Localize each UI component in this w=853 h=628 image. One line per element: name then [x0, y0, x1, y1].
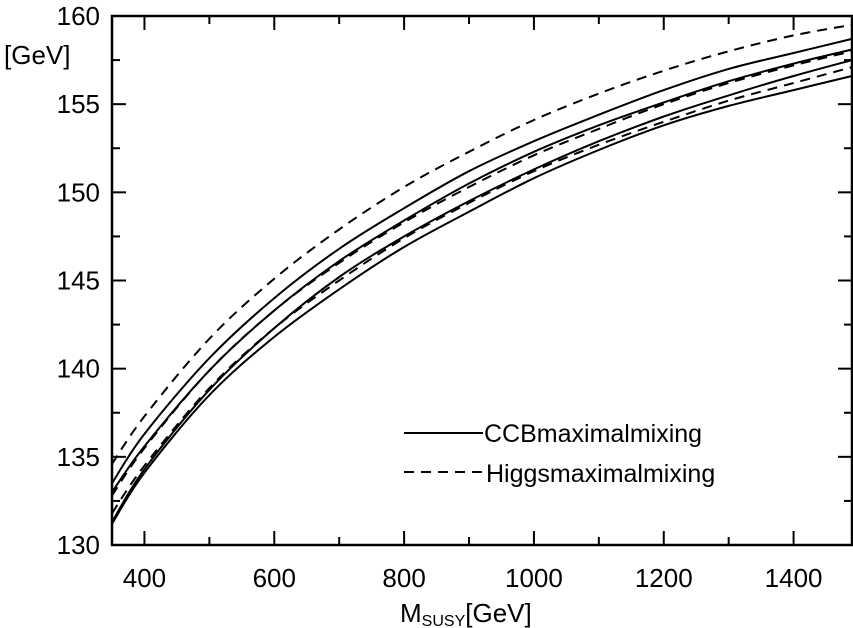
- legend: CCBmaximalmixing Higgsmaximalmixing: [404, 420, 715, 488]
- x-axis-label: MSUSY[GeV]: [400, 598, 532, 628]
- x-tick-label: 600: [253, 563, 296, 593]
- y-tick-label: 140: [57, 354, 100, 384]
- x-tick-label: 1400: [765, 563, 823, 593]
- dashed-curve-6: [111, 23, 853, 465]
- x-axis-label-sub: SUSY: [422, 613, 466, 628]
- x-tick-label: 800: [382, 563, 425, 593]
- solid-curve-3: [111, 37, 853, 484]
- tick-labels: 400 600 800 1000 1200 1400 130 135 140 145 150 155 1…: [57, 1, 823, 593]
- solid-curve-2: [111, 48, 853, 493]
- y-tick-label: 155: [57, 89, 100, 119]
- legend-label-ccb: CCBmaximalmixing: [484, 420, 702, 448]
- legend-label-higgs: Higgsmaximalmixing: [486, 460, 715, 488]
- dashed-curve-4: [111, 66, 853, 514]
- y-tick-label: 160: [57, 1, 100, 31]
- curves: [111, 23, 853, 525]
- x-axis-label-unit: [GeV]: [465, 598, 531, 628]
- y-tick-label: 145: [57, 266, 100, 296]
- y-tick-label: 130: [57, 530, 100, 560]
- axis-ticks: [112, 15, 852, 546]
- x-tick-label: 400: [123, 563, 166, 593]
- x-axis-label-main: M: [400, 598, 422, 628]
- solid-curve-0: [111, 75, 853, 525]
- y-tick-label: 150: [57, 177, 100, 207]
- x-tick-label: 1200: [635, 563, 693, 593]
- plot-border: [110, 14, 853, 547]
- solid-curve-1: [111, 59, 853, 523]
- y-tick-label: 135: [57, 442, 100, 472]
- x-tick-label: 1000: [505, 563, 563, 593]
- plot-frame: [110, 14, 853, 547]
- y-axis-label: [GeV]: [4, 40, 70, 70]
- dashed-curve-5: [111, 50, 853, 497]
